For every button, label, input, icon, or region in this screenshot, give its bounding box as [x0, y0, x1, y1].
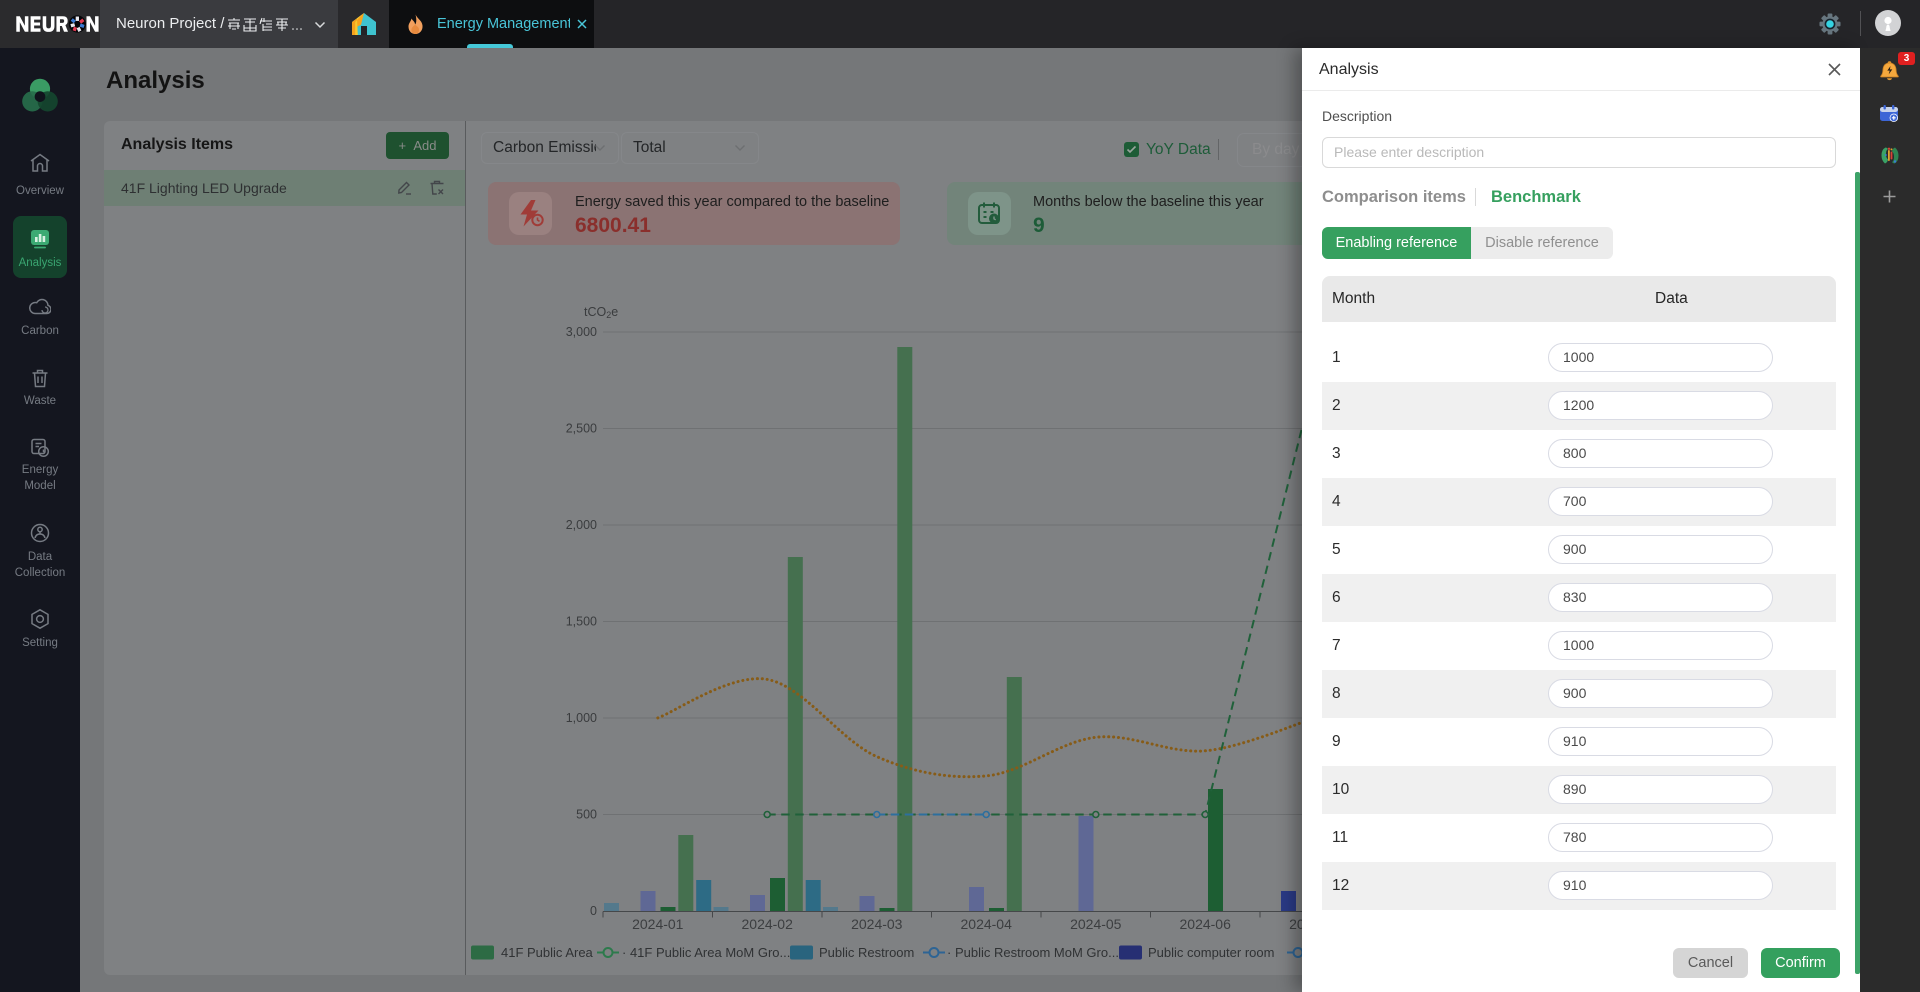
- svg-text:2024-05: 2024-05: [1070, 916, 1122, 932]
- svg-text:2024-03: 2024-03: [851, 916, 903, 932]
- svg-text:· 41F Public Area MoM Gro...: · 41F Public Area MoM Gro...: [622, 945, 790, 960]
- svg-text:1,500: 1,500: [566, 615, 597, 629]
- svg-text:Public computer room: Public computer room: [1148, 945, 1274, 960]
- svg-text:2024-06: 2024-06: [1180, 916, 1232, 932]
- svg-text:2024-02: 2024-02: [742, 916, 794, 932]
- svg-text:0: 0: [590, 904, 597, 918]
- svg-text:2024-01: 2024-01: [632, 916, 684, 932]
- svg-text:41F Public Area: 41F Public Area: [501, 945, 594, 960]
- svg-text:2,500: 2,500: [566, 422, 597, 436]
- svg-text:· Public Restroom MoM Gro...: · Public Restroom MoM Gro...: [947, 945, 1119, 960]
- svg-text:2,000: 2,000: [566, 518, 597, 532]
- svg-text:1,000: 1,000: [566, 711, 597, 725]
- svg-text:500: 500: [576, 808, 597, 822]
- svg-text:tCO2e: tCO2e: [584, 305, 618, 320]
- svg-text:Public Restroom: Public Restroom: [819, 945, 914, 960]
- svg-text:2024-04: 2024-04: [961, 916, 1013, 932]
- svg-text:3,000: 3,000: [566, 325, 597, 339]
